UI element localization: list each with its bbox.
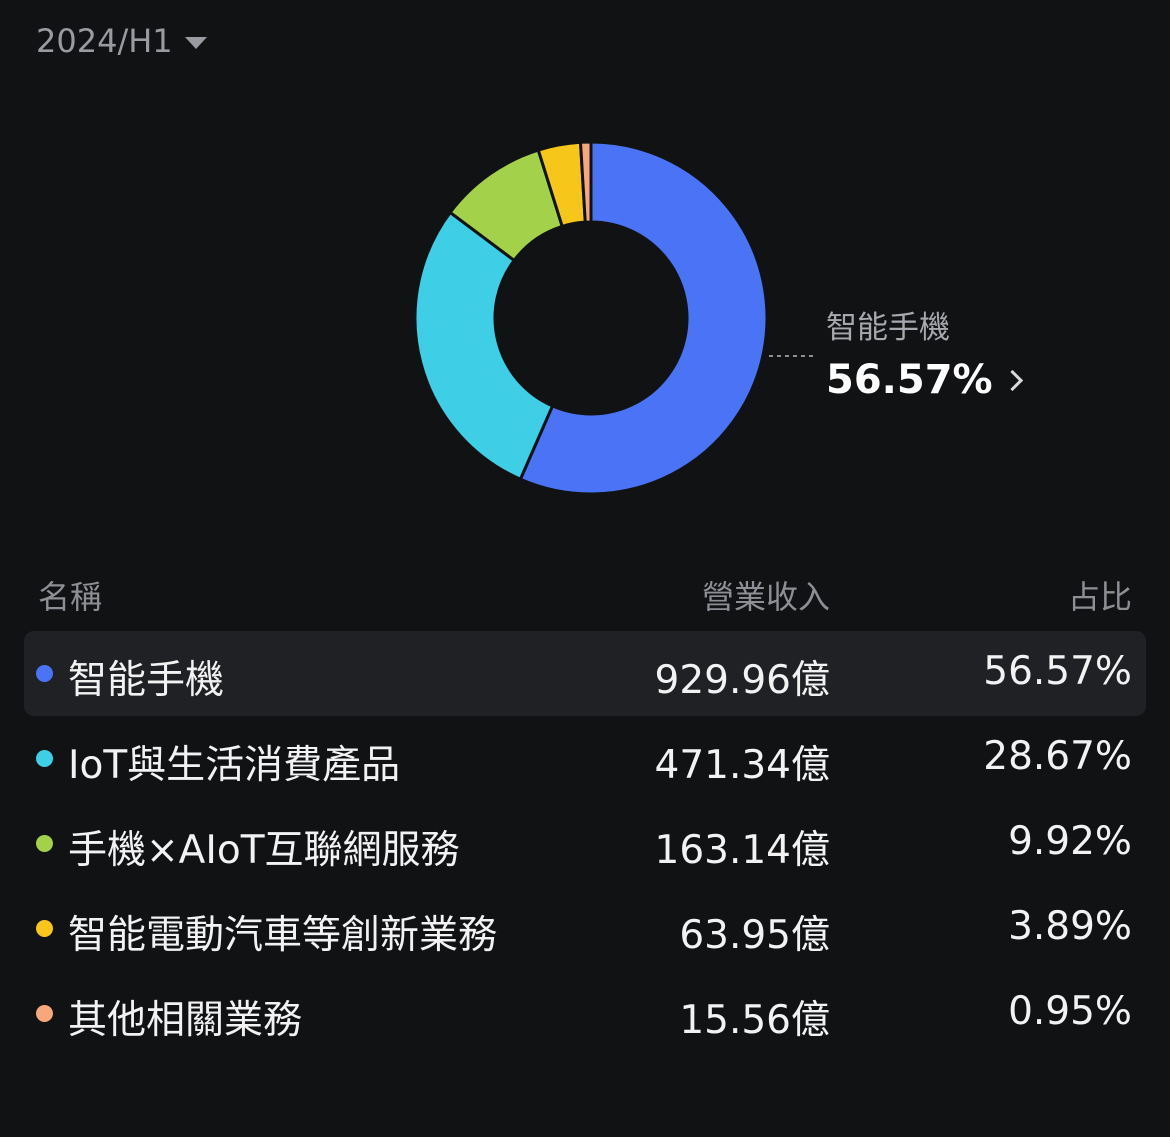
donut-slice-1[interactable] xyxy=(413,210,555,482)
segment-row[interactable]: 手機×AIoT互聯網服務 163.14億 9.92% xyxy=(24,801,1146,886)
segment-row[interactable]: 智能手機 929.96億 56.57% xyxy=(24,631,1146,716)
segment-revenue: 15.56億 xyxy=(679,998,830,1043)
table-header: 名稱 營業收入 占比 xyxy=(38,572,1132,616)
callout-name: 智能手機 xyxy=(826,310,950,346)
legend-dot xyxy=(36,1005,53,1022)
callout-percentage: 56.57% xyxy=(826,357,993,403)
header-share: 占比 xyxy=(1067,578,1132,616)
segment-name: 其他相關業務 xyxy=(68,998,303,1043)
donut-chart[interactable] xyxy=(0,0,1170,540)
segment-share: 56.57% xyxy=(983,649,1132,694)
segment-share: 28.67% xyxy=(983,734,1132,779)
selected-segment-callout[interactable]: 智能手機 56.57% xyxy=(826,302,1023,403)
header-name: 名稱 xyxy=(38,578,103,616)
chevron-right-icon[interactable] xyxy=(1001,369,1023,391)
segment-revenue: 163.14億 xyxy=(654,828,830,873)
header-revenue: 營業收入 xyxy=(701,578,830,616)
period-label: 2024/H1 xyxy=(36,22,173,60)
legend-dot xyxy=(36,920,53,937)
segment-name: IoT與生活消費產品 xyxy=(68,743,401,788)
segment-row[interactable]: IoT與生活消費產品 471.34億 28.67% xyxy=(24,716,1146,801)
segment-share: 3.89% xyxy=(1008,904,1132,949)
segment-row[interactable]: 其他相關業務 15.56億 0.95% xyxy=(24,971,1146,1056)
segment-name: 智能電動汽車等創新業務 xyxy=(68,913,498,958)
segment-row[interactable]: 智能電動汽車等創新業務 63.95億 3.89% xyxy=(24,886,1146,971)
donut-slice-4[interactable] xyxy=(578,140,593,224)
segment-share: 9.92% xyxy=(1008,819,1132,864)
chevron-down-icon xyxy=(184,37,207,49)
legend-dot xyxy=(36,835,53,852)
period-selector[interactable]: 2024/H1 xyxy=(36,22,207,60)
segment-revenue: 471.34億 xyxy=(654,743,830,788)
donut-slice-0[interactable] xyxy=(518,140,769,496)
segment-revenue: 929.96億 xyxy=(654,658,830,703)
legend-dot xyxy=(36,665,53,682)
segment-name: 智能手機 xyxy=(68,658,225,703)
segment-share: 0.95% xyxy=(1008,989,1132,1034)
segment-name: 手機×AIoT互聯網服務 xyxy=(68,828,460,873)
segment-revenue: 63.95億 xyxy=(679,913,830,958)
legend-dot xyxy=(36,750,53,767)
segment-list: 智能手機 929.96億 56.57% IoT與生活消費產品 471.34億 28.67%… xyxy=(24,631,1146,1056)
